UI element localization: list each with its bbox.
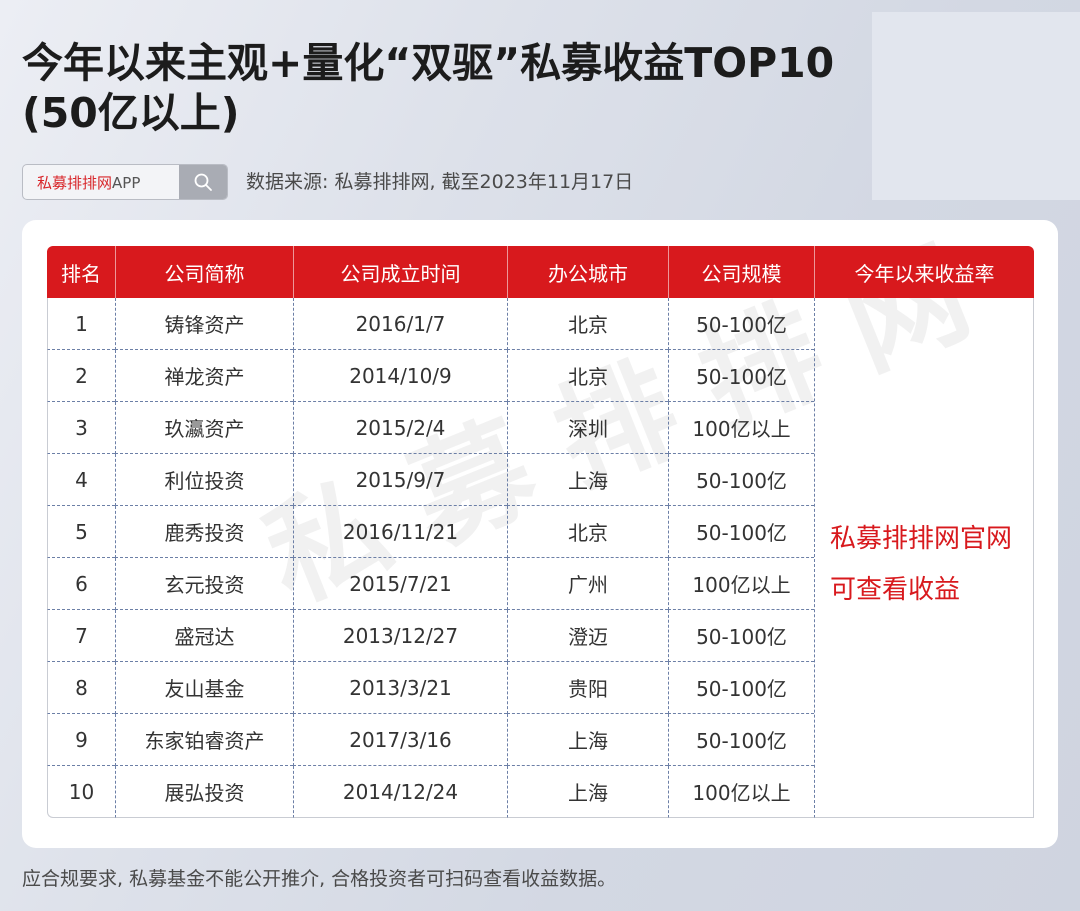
cell-city: 北京 xyxy=(507,350,668,402)
cell-city: 上海 xyxy=(507,766,668,818)
return-note-cell: 私募排排网官网 可查看收益 xyxy=(814,298,1034,818)
app-search-label: 私募排排网APP xyxy=(37,165,141,199)
header-rank: 排名 xyxy=(47,246,115,298)
cell-founded: 2017/3/16 xyxy=(293,714,507,766)
cell-city: 上海 xyxy=(507,454,668,506)
cell-founded: 2015/2/4 xyxy=(293,402,507,454)
cell-founded: 2016/11/21 xyxy=(293,506,507,558)
data-source: 数据来源: 私募排排网, 截至2023年11月17日 xyxy=(246,171,634,193)
table-row: 3 玖瀛资产 2015/2/4 深圳 100亿以上 xyxy=(47,402,1034,454)
app-search-box[interactable]: 私募排排网APP xyxy=(22,164,228,200)
background-panel xyxy=(872,12,1080,200)
app-brand-text: 私募排排网 xyxy=(37,174,113,192)
cell-city: 澄迈 xyxy=(507,610,668,662)
header-return: 今年以来收益率 xyxy=(814,246,1034,298)
cell-city: 北京 xyxy=(507,506,668,558)
cell-scale: 50-100亿 xyxy=(668,662,814,714)
cell-company: 铸锋资产 xyxy=(115,298,293,350)
search-icon xyxy=(194,173,212,191)
header-scale: 公司规模 xyxy=(668,246,814,298)
cell-scale: 50-100亿 xyxy=(668,506,814,558)
cell-rank: 10 xyxy=(47,766,115,818)
cell-city: 贵阳 xyxy=(507,662,668,714)
app-suffix-text: APP xyxy=(112,174,141,192)
cell-city: 广州 xyxy=(507,558,668,610)
cell-scale: 100亿以上 xyxy=(668,558,814,610)
return-note-line-2: 可查看收益 xyxy=(830,574,961,605)
cell-company: 玖瀛资产 xyxy=(115,402,293,454)
cell-scale: 100亿以上 xyxy=(668,766,814,818)
cell-founded: 2015/9/7 xyxy=(293,454,507,506)
header-company: 公司简称 xyxy=(115,246,293,298)
cell-rank: 7 xyxy=(47,610,115,662)
cell-city: 深圳 xyxy=(507,402,668,454)
cell-company: 东家铂睿资产 xyxy=(115,714,293,766)
cell-founded: 2013/3/21 xyxy=(293,662,507,714)
table-row: 1 铸锋资产 2016/1/7 北京 50-100亿 私募排排网官网 可查看收益 xyxy=(47,298,1034,818)
table-row: 10 展弘投资 2014/12/24 上海 100亿以上 xyxy=(47,766,1034,818)
cell-rank: 3 xyxy=(47,402,115,454)
cell-company: 鹿秀投资 xyxy=(115,506,293,558)
table-row: 7 盛冠达 2013/12/27 澄迈 50-100亿 xyxy=(47,610,1034,662)
cell-rank: 2 xyxy=(47,350,115,402)
ranking-table: 排名 公司简称 公司成立时间 办公城市 公司规模 今年以来收益率 1 铸锋资产 … xyxy=(47,246,1034,818)
header-founded: 公司成立时间 xyxy=(293,246,507,298)
cell-rank: 4 xyxy=(47,454,115,506)
cell-company: 禅龙资产 xyxy=(115,350,293,402)
compliance-footer: 应合规要求, 私募基金不能公开推介, 合格投资者可扫码查看收益数据。 xyxy=(22,868,617,890)
cell-founded: 2016/1/7 xyxy=(293,298,507,350)
cell-rank: 5 xyxy=(47,506,115,558)
table-header-row: 排名 公司简称 公司成立时间 办公城市 公司规模 今年以来收益率 xyxy=(47,246,1034,298)
table-row: 5 鹿秀投资 2016/11/21 北京 50-100亿 xyxy=(47,506,1034,558)
cell-company: 友山基金 xyxy=(115,662,293,714)
table-row: 4 利位投资 2015/9/7 上海 50-100亿 xyxy=(47,454,1034,506)
cell-scale: 50-100亿 xyxy=(668,714,814,766)
cell-company: 利位投资 xyxy=(115,454,293,506)
cell-company: 盛冠达 xyxy=(115,610,293,662)
cell-city: 北京 xyxy=(507,298,668,350)
cell-founded: 2015/7/21 xyxy=(293,558,507,610)
cell-rank: 8 xyxy=(47,662,115,714)
cell-company: 展弘投资 xyxy=(115,766,293,818)
cell-rank: 1 xyxy=(47,298,115,350)
cell-scale: 50-100亿 xyxy=(668,298,814,350)
table-row: 8 友山基金 2013/3/21 贵阳 50-100亿 xyxy=(47,662,1034,714)
table-row: 2 禅龙资产 2014/10/9 北京 50-100亿 xyxy=(47,350,1034,402)
cell-scale: 50-100亿 xyxy=(668,610,814,662)
page-title: 今年以来主观+量化“双驱”私募收益TOP10 (50亿以上) xyxy=(22,39,835,137)
table-row: 9 东家铂睿资产 2017/3/16 上海 50-100亿 xyxy=(47,714,1034,766)
cell-company: 玄元投资 xyxy=(115,558,293,610)
ranking-card: 私募排排网 排名 公司简称 公司成立时间 办公城市 公司规模 今年以来收益率 1… xyxy=(22,220,1058,848)
cell-founded: 2014/12/24 xyxy=(293,766,507,818)
cell-scale: 50-100亿 xyxy=(668,454,814,506)
cell-rank: 9 xyxy=(47,714,115,766)
header-city: 办公城市 xyxy=(507,246,668,298)
cell-scale: 50-100亿 xyxy=(668,350,814,402)
return-note-line-1: 私募排排网官网 xyxy=(830,523,1013,554)
cell-city: 上海 xyxy=(507,714,668,766)
cell-founded: 2013/12/27 xyxy=(293,610,507,662)
cell-scale: 100亿以上 xyxy=(668,402,814,454)
search-button[interactable] xyxy=(179,165,227,199)
cell-founded: 2014/10/9 xyxy=(293,350,507,402)
table-row: 6 玄元投资 2015/7/21 广州 100亿以上 xyxy=(47,558,1034,610)
cell-rank: 6 xyxy=(47,558,115,610)
